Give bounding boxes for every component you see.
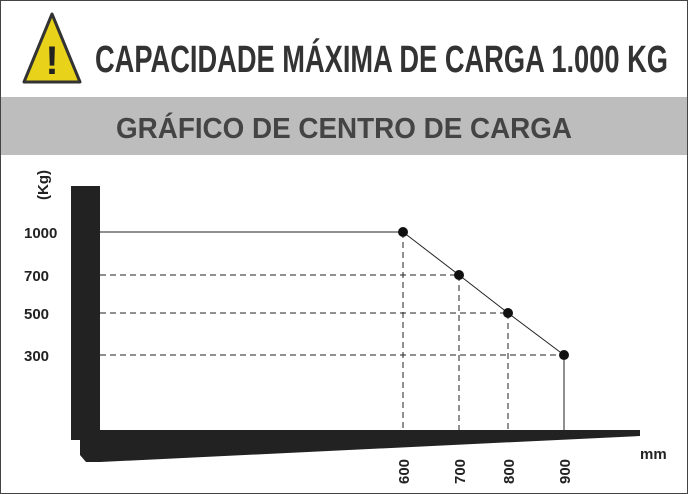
fork-mast: [71, 186, 100, 440]
y-tick-label: 1000: [24, 225, 57, 242]
y-tick-label: 700: [24, 268, 49, 285]
x-axis-label: mm: [640, 446, 667, 463]
load-point: [398, 227, 408, 237]
load-plate: ! CAPACIDADE MÁXIMA DE CARGA 1.000 KG GR…: [0, 0, 688, 494]
load-point: [454, 270, 464, 280]
warning-mark: !: [45, 39, 58, 83]
y-tick-label: 500: [24, 306, 49, 323]
load-point: [503, 308, 513, 318]
y-tick-label: 300: [24, 348, 49, 365]
x-tick-label: 700: [452, 459, 469, 484]
x-tick-label: 900: [557, 459, 574, 484]
title: CAPACIDADE MÁXIMA DE CARGA 1.000 KG: [95, 37, 668, 81]
page: ! CAPACIDADE MÁXIMA DE CARGA 1.000 KG GR…: [0, 0, 688, 494]
subtitle: GRÁFICO DE CENTRO DE CARGA: [116, 111, 572, 145]
x-tick-label: 600: [396, 459, 413, 484]
x-tick-label: 800: [501, 459, 518, 484]
y-axis-label: (Kg): [35, 170, 52, 200]
load-point: [559, 350, 569, 360]
